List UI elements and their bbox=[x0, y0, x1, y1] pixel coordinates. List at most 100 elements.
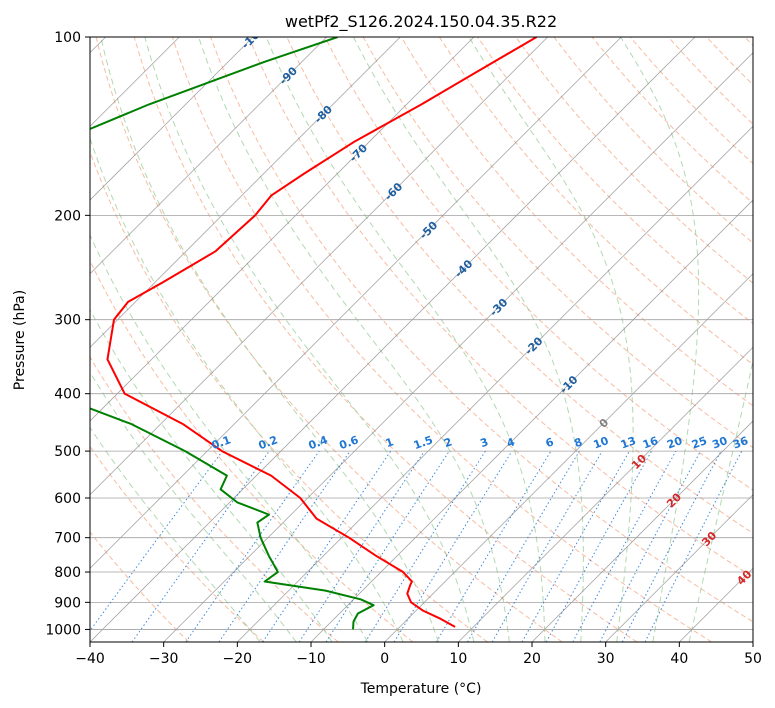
moist-adiabat bbox=[90, 233, 369, 642]
y-tick-label: 900 bbox=[54, 595, 81, 611]
mixing-ratio-label: 25 bbox=[690, 434, 709, 451]
isotherm-line bbox=[237, 125, 753, 642]
mixing-ratio-label: 8 bbox=[572, 435, 584, 450]
mixing-ratio-label: 13 bbox=[619, 434, 638, 451]
dry-adiabat bbox=[210, 37, 753, 623]
isotherm-label: 0 bbox=[597, 416, 612, 431]
mixing-ratio-label: 0.1 bbox=[210, 433, 233, 452]
dry-adiabat bbox=[439, 37, 753, 366]
y-tick-label: 200 bbox=[54, 208, 81, 224]
y-tick-label: 100 bbox=[54, 30, 81, 46]
isotherm-label: -50 bbox=[417, 219, 440, 242]
x-tick-label: −20 bbox=[223, 651, 253, 667]
moist-adiabat bbox=[100, 37, 439, 642]
dry-adiabat bbox=[515, 37, 753, 284]
line-labels: 0.1 0.2 0.4 0.6 1 1.5 2 3 4 6 8 10 13 16 20 25 30 36-100-… bbox=[210, 37, 754, 588]
mixing-ratio-line bbox=[599, 450, 701, 642]
dry-adiabat bbox=[362, 37, 753, 449]
mixing-ratio-label: 1.5 bbox=[412, 433, 435, 452]
moist-adiabat bbox=[620, 37, 700, 642]
dry-adiabat bbox=[400, 37, 753, 407]
dry-adiabat bbox=[90, 531, 190, 642]
mixing-ratio-line bbox=[90, 450, 223, 632]
y-tick-label: 800 bbox=[54, 565, 81, 581]
x-tick-label: 20 bbox=[523, 651, 541, 667]
moist-adiabat bbox=[265, 37, 546, 642]
isotherm-line bbox=[90, 37, 401, 348]
mixing-ratio-line bbox=[325, 450, 450, 642]
y-tick-label: 1000 bbox=[45, 622, 81, 638]
y-axis-label: Pressure (hPa) bbox=[12, 290, 28, 390]
mixing-ratio-line bbox=[218, 450, 351, 642]
mixing-ratio-line bbox=[545, 450, 653, 642]
dry-adiabat bbox=[90, 356, 339, 642]
plot-frame bbox=[89, 36, 754, 643]
mixing-ratio-line bbox=[393, 450, 513, 642]
mixing-ratio-label: 10 bbox=[592, 434, 611, 452]
dry-adiabat bbox=[90, 259, 414, 642]
mixing-ratio-label: 30 bbox=[710, 434, 729, 452]
moist-adiabat bbox=[90, 371, 297, 642]
y-tick-label: 500 bbox=[54, 444, 81, 460]
mixing-ratio-line bbox=[435, 450, 552, 642]
isotherm-label: -10 bbox=[557, 373, 580, 396]
isotherm-line bbox=[90, 37, 475, 422]
x-tick-label: 40 bbox=[670, 651, 688, 667]
mixing-ratio-line bbox=[131, 450, 270, 642]
isotherm-line bbox=[531, 420, 753, 642]
y-tick-label: 300 bbox=[54, 313, 81, 329]
x-tick-label: 10 bbox=[449, 651, 467, 667]
isotherm-line bbox=[163, 52, 753, 642]
mixing-ratio-line bbox=[644, 450, 743, 642]
dry-adiabat bbox=[90, 150, 488, 642]
dry-adiabat bbox=[171, 37, 712, 642]
x-tick-label: 30 bbox=[597, 651, 615, 667]
x-tick-label: −30 bbox=[149, 651, 179, 667]
isotherm-label: -90 bbox=[277, 64, 300, 87]
mixing-ratio-label: 0.6 bbox=[338, 433, 361, 452]
mixing-ratio-label: 3 bbox=[478, 435, 490, 450]
isotherm-line bbox=[90, 37, 548, 496]
y-tick-label: 600 bbox=[54, 491, 81, 507]
chart-title: wetPf2_S126.2024.150.04.35.R22 bbox=[285, 12, 557, 32]
mixing-ratio-line bbox=[298, 450, 425, 642]
moist-adiabat bbox=[688, 358, 753, 642]
mixing-ratio-label: 2 bbox=[442, 435, 454, 450]
plot-area bbox=[90, 37, 753, 642]
x-tick-label: 50 bbox=[744, 651, 762, 667]
mixing-ratio-label: 4 bbox=[505, 435, 517, 450]
dewpoint-line bbox=[90, 37, 375, 630]
mixing-ratio-line bbox=[262, 450, 392, 642]
mixing-ratio-label: 1 bbox=[384, 435, 396, 450]
isotherm-label: 20 bbox=[664, 490, 684, 510]
isotherm-line bbox=[605, 494, 753, 642]
mixing-ratio-line bbox=[185, 450, 320, 642]
mixing-ratio-line bbox=[572, 450, 677, 642]
isotherm-line bbox=[679, 567, 753, 642]
isotherm-label: -60 bbox=[382, 180, 405, 203]
dry-adiabat bbox=[744, 37, 753, 47]
moist-adiabat bbox=[90, 426, 261, 642]
isotherm-line bbox=[458, 346, 753, 642]
x-tick-label: −10 bbox=[296, 651, 326, 667]
isotherm-label: -40 bbox=[452, 257, 475, 280]
temperature-line bbox=[106, 37, 538, 628]
dry-adiabat bbox=[324, 37, 753, 491]
isotherm-line bbox=[90, 37, 327, 275]
mixing-ratio-label: 6 bbox=[544, 435, 556, 450]
dry-adiabat bbox=[668, 37, 753, 125]
mixing-ratio-label: 0.4 bbox=[307, 433, 330, 452]
moist-adiabat bbox=[90, 136, 404, 642]
y-axis: 1000 900 800 700 600 500 400 300 200 100 bbox=[45, 30, 90, 638]
x-axis: −40 −30 −20 −10 0 10 20 30 40 50 bbox=[75, 642, 762, 667]
mixing-ratio-label: 0.2 bbox=[257, 433, 280, 452]
dry-adiabat bbox=[90, 445, 264, 642]
x-axis-label: Temperature (°C) bbox=[360, 681, 482, 697]
moist-adiabat bbox=[353, 37, 584, 642]
x-tick-label: 0 bbox=[380, 651, 389, 667]
isotherm-label: 40 bbox=[734, 567, 754, 587]
isotherm-line bbox=[310, 199, 753, 642]
dry-adiabat bbox=[133, 37, 638, 642]
mixing-ratio-label: 16 bbox=[641, 434, 660, 452]
